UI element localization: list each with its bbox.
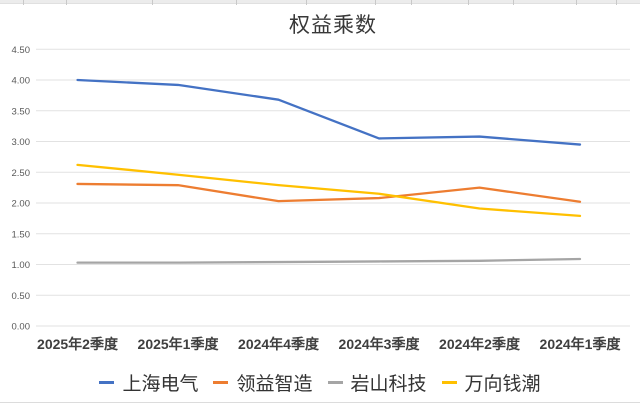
column-border-tick bbox=[306, 0, 307, 5]
legend-item-2: 岩山科技 bbox=[327, 369, 427, 396]
column-border-tick bbox=[236, 0, 237, 5]
legend-item-1: 领益智造 bbox=[213, 369, 313, 396]
y-axis-tick-label: 2.00 bbox=[12, 199, 31, 210]
column-border-tick bbox=[468, 0, 469, 5]
legend-item-0: 上海电气 bbox=[99, 369, 198, 396]
column-border-tick bbox=[576, 0, 577, 5]
column-border-tick bbox=[513, 0, 514, 5]
legend-label: 万向钱潮 bbox=[464, 373, 541, 395]
chart-title: 权益乘数 bbox=[289, 13, 377, 37]
series-line-2 bbox=[76, 257, 582, 264]
series-line-0 bbox=[76, 78, 582, 146]
column-border-tick bbox=[152, 0, 153, 5]
legend-label: 岩山科技 bbox=[350, 373, 427, 395]
legend-label: 上海电气 bbox=[122, 373, 199, 395]
y-axis-tick-label: 3.00 bbox=[12, 137, 31, 148]
column-border-tick bbox=[375, 0, 376, 5]
x-axis-label: 2025年1季度 bbox=[137, 336, 219, 352]
y-axis-tick-label: 0.00 bbox=[12, 322, 31, 333]
y-axis-tick-label: 3.50 bbox=[12, 106, 31, 117]
legend-swatch-icon bbox=[99, 380, 115, 384]
bottom-divider bbox=[0, 402, 640, 403]
legend-item-3: 万向钱潮 bbox=[441, 369, 541, 396]
x-axis-label: 2024年3季度 bbox=[338, 336, 420, 352]
legend-swatch-icon bbox=[213, 380, 229, 384]
x-axis-label: 2024年1季度 bbox=[539, 336, 621, 352]
x-axis-label: 2024年4季度 bbox=[238, 336, 319, 352]
y-axis-tick-label: 4.00 bbox=[12, 76, 31, 87]
y-axis-tick-label: 4.50 bbox=[12, 45, 31, 56]
y-axis-tick-label: 1.00 bbox=[12, 260, 31, 271]
legend-swatch-icon bbox=[327, 380, 343, 384]
column-border-tick bbox=[411, 0, 412, 5]
chart-legend: 上海电气 领益智造 岩山科技 万向钱潮 bbox=[0, 369, 640, 395]
series-line-1 bbox=[76, 182, 582, 203]
column-border-tick bbox=[616, 0, 617, 5]
spreadsheet-top-border bbox=[0, 0, 640, 4]
y-axis-tick-label: 0.50 bbox=[12, 291, 31, 302]
y-axis-tick-label: 2.50 bbox=[12, 168, 31, 179]
y-axis-tick-label: 1.50 bbox=[12, 229, 31, 240]
legend-label: 领益智造 bbox=[236, 373, 313, 395]
series-line-3 bbox=[76, 163, 582, 218]
x-axis-label: 2025年2季度 bbox=[37, 336, 118, 352]
x-axis-label: 2024年2季度 bbox=[439, 336, 520, 352]
legend-swatch-icon bbox=[441, 380, 457, 384]
column-border-tick bbox=[23, 0, 24, 5]
column-border-tick bbox=[66, 0, 67, 5]
